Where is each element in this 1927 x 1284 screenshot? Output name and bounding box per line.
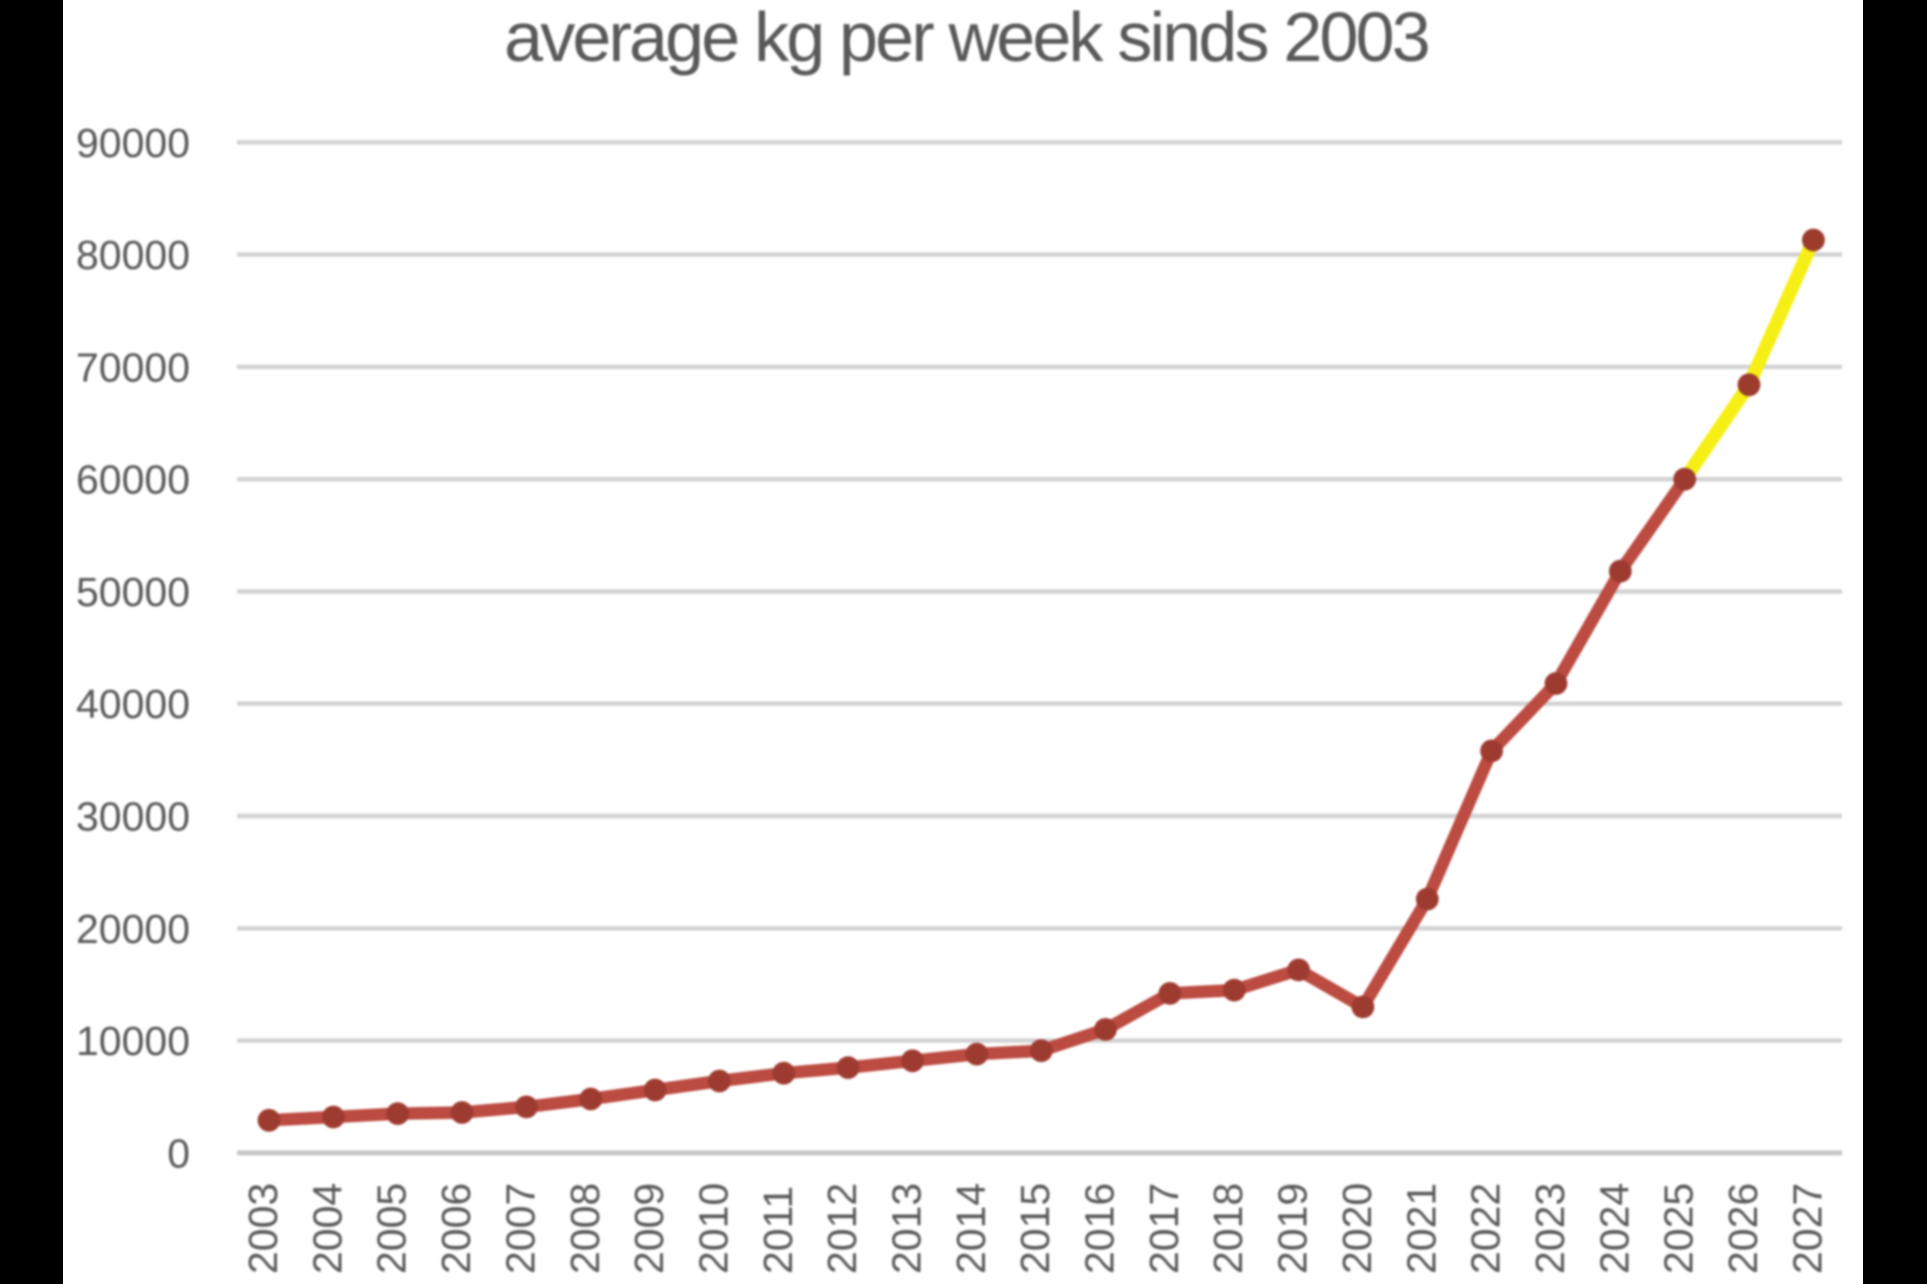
svg-text:2003: 2003 xyxy=(240,1183,286,1274)
svg-text:50000: 50000 xyxy=(76,569,190,615)
svg-text:2021: 2021 xyxy=(1398,1183,1444,1274)
svg-text:2007: 2007 xyxy=(497,1183,543,1274)
svg-text:2027: 2027 xyxy=(1784,1183,1830,1274)
svg-text:2019: 2019 xyxy=(1270,1183,1316,1274)
svg-text:2022: 2022 xyxy=(1463,1183,1509,1274)
svg-text:2013: 2013 xyxy=(884,1183,930,1274)
svg-text:0: 0 xyxy=(167,1130,190,1176)
svg-text:2025: 2025 xyxy=(1656,1183,1702,1274)
svg-text:2016: 2016 xyxy=(1077,1183,1123,1274)
svg-text:2017: 2017 xyxy=(1141,1183,1187,1274)
svg-text:70000: 70000 xyxy=(76,344,190,390)
svg-text:10000: 10000 xyxy=(76,1018,190,1064)
svg-text:30000: 30000 xyxy=(76,794,190,840)
svg-text:2023: 2023 xyxy=(1527,1183,1573,1274)
svg-text:2005: 2005 xyxy=(369,1183,415,1274)
svg-text:40000: 40000 xyxy=(76,681,190,727)
svg-text:2015: 2015 xyxy=(1012,1183,1058,1274)
svg-text:2008: 2008 xyxy=(562,1183,608,1274)
svg-text:80000: 80000 xyxy=(76,232,190,278)
svg-text:2024: 2024 xyxy=(1591,1183,1637,1274)
svg-text:2004: 2004 xyxy=(304,1183,350,1274)
svg-text:average kg per week sinds 2003: average kg per week sinds 2003 xyxy=(504,0,1428,76)
svg-text:2006: 2006 xyxy=(433,1183,479,1274)
svg-text:2009: 2009 xyxy=(626,1183,672,1274)
svg-text:20000: 20000 xyxy=(76,906,190,952)
svg-text:2014: 2014 xyxy=(948,1183,994,1274)
svg-text:90000: 90000 xyxy=(76,120,190,166)
svg-text:2020: 2020 xyxy=(1334,1183,1380,1274)
svg-text:60000: 60000 xyxy=(76,457,190,503)
svg-text:2012: 2012 xyxy=(819,1183,865,1274)
svg-text:2011: 2011 xyxy=(755,1186,801,1274)
svg-text:2010: 2010 xyxy=(690,1183,736,1274)
svg-text:2026: 2026 xyxy=(1720,1183,1766,1274)
svg-text:2018: 2018 xyxy=(1205,1183,1251,1274)
